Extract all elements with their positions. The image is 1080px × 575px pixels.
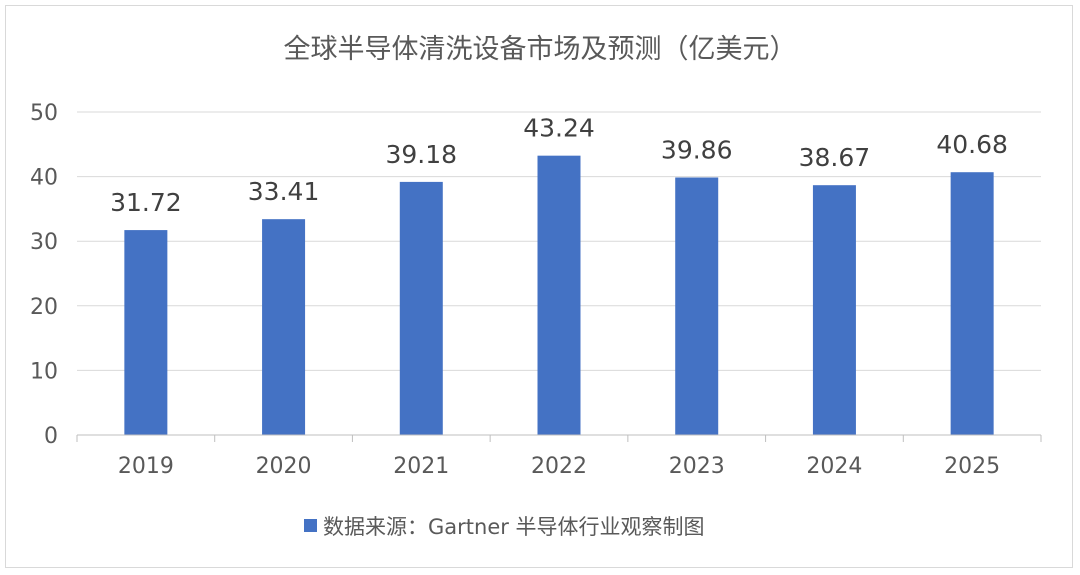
data-label: 39.86 (661, 136, 733, 165)
legend: 数据来源：Gartner 半导体行业观察制图 (304, 515, 705, 539)
data-label: 31.72 (110, 188, 182, 217)
bar-2020 (262, 219, 306, 435)
x-tick-label: 2019 (118, 454, 174, 479)
x-tick-label: 2022 (531, 454, 587, 479)
data-label: 43.24 (523, 114, 595, 143)
bar-2023 (675, 177, 719, 435)
y-tick-label: 0 (44, 424, 58, 449)
y-tick-label: 20 (30, 295, 58, 320)
x-tick-label: 2024 (806, 454, 862, 479)
x-tick-label: 2025 (944, 454, 1000, 479)
bars (124, 155, 994, 435)
x-tick-label: 2020 (256, 454, 312, 479)
data-label: 40.68 (936, 130, 1008, 159)
chart-title: 全球半导体清洗设备市场及预测（亿美元） (284, 34, 797, 65)
y-tick-label: 30 (30, 230, 58, 255)
data-label: 38.67 (799, 143, 871, 172)
bar-2024 (812, 185, 856, 435)
y-tick-label: 40 (30, 166, 58, 191)
x-axis: 2019 2020 2021 2022 2023 2024 2025 (76, 434, 1042, 479)
legend-label: 数据来源：Gartner 半导体行业观察制图 (323, 515, 705, 539)
legend-swatch (304, 519, 317, 532)
data-labels: 31.72 33.41 39.18 43.24 39.86 38.67 40.68 (110, 114, 1008, 217)
bar-2021 (399, 181, 443, 435)
data-label: 39.18 (385, 140, 457, 169)
x-tick-label: 2023 (669, 454, 725, 479)
y-tick-label: 10 (30, 359, 58, 384)
y-tick-label: 50 (30, 101, 58, 126)
x-tick-label: 2021 (393, 454, 449, 479)
data-label: 33.41 (248, 177, 320, 206)
bar-2022 (537, 155, 581, 435)
y-axis: 0 10 20 30 40 50 (30, 101, 58, 449)
bar-2025 (950, 172, 994, 435)
bar-2019 (124, 230, 168, 435)
